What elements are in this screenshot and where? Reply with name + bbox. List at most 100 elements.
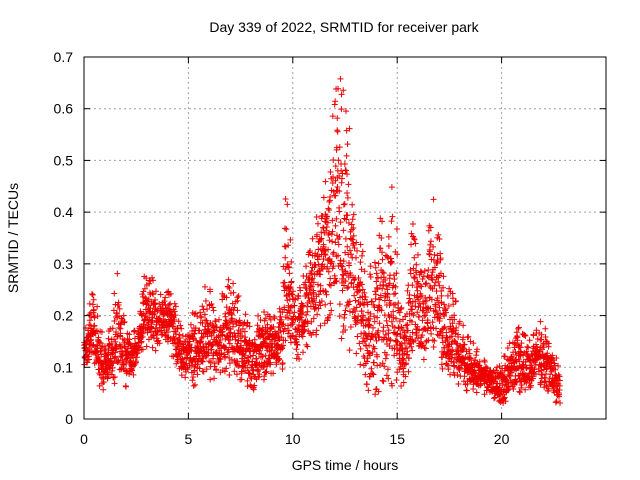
data-point: [428, 330, 435, 337]
data-point: [515, 325, 522, 332]
data-point: [234, 297, 241, 304]
data-point: [420, 356, 427, 363]
data-point: [386, 280, 393, 287]
data-point: [285, 264, 292, 271]
data-point: [307, 270, 314, 277]
data-point: [424, 272, 431, 279]
data-point: [250, 385, 257, 392]
data-point: [379, 269, 386, 276]
data-point: [336, 144, 343, 151]
data-point: [397, 305, 404, 312]
data-point: [91, 360, 98, 367]
data-point: [430, 196, 437, 203]
data-point: [149, 290, 156, 297]
data-point: [244, 320, 251, 327]
data-point: [553, 354, 560, 361]
data-point: [266, 313, 273, 320]
data-point: [133, 354, 140, 361]
data-point: [347, 324, 354, 331]
data-point: [416, 327, 423, 334]
data-point: [525, 344, 532, 351]
data-point: [344, 243, 351, 250]
data-point: [307, 282, 314, 289]
data-point: [189, 377, 196, 384]
data-point: [234, 307, 241, 314]
data-point: [94, 349, 101, 356]
data-point: [434, 331, 441, 338]
data-point: [374, 314, 381, 321]
data-point: [333, 215, 340, 222]
data-point: [365, 309, 372, 316]
data-point: [207, 376, 214, 383]
data-point: [461, 373, 468, 380]
data-point: [341, 200, 348, 207]
data-point: [176, 351, 183, 358]
data-point: [297, 287, 304, 294]
data-point: [429, 319, 436, 326]
data-point: [494, 364, 501, 371]
data-point: [317, 282, 324, 289]
data-point: [336, 301, 343, 308]
data-point: [225, 283, 232, 290]
data-point: [88, 291, 95, 298]
data-point: [147, 277, 154, 284]
data-point: [350, 232, 357, 239]
data-point: [100, 386, 107, 393]
data-point: [395, 300, 402, 307]
data-point: [165, 329, 172, 336]
data-point: [418, 269, 425, 276]
data-point: [521, 332, 528, 339]
data-point: [467, 355, 474, 362]
data-point: [338, 262, 345, 269]
data-point: [388, 258, 395, 265]
data-point: [268, 344, 275, 351]
data-point: [123, 383, 130, 390]
data-point: [384, 322, 391, 329]
data-point: [419, 317, 426, 324]
data-point: [424, 317, 431, 324]
data-point: [424, 304, 431, 311]
data-point: [370, 371, 377, 378]
data-point: [190, 373, 197, 380]
data-point: [392, 301, 399, 308]
data-point: [412, 274, 419, 281]
data-point: [416, 313, 423, 320]
data-point: [318, 229, 325, 236]
data-point: [415, 335, 422, 342]
x-tick-label: 15: [389, 431, 405, 447]
data-point: [312, 262, 319, 269]
data-point: [288, 278, 295, 285]
data-point: [96, 339, 103, 346]
data-point: [325, 246, 332, 253]
data-point: [121, 318, 128, 325]
data-point: [349, 236, 356, 243]
data-point: [477, 382, 484, 389]
data-point: [409, 306, 416, 313]
data-point: [437, 310, 444, 317]
data-point: [290, 332, 297, 339]
data-point: [332, 239, 339, 246]
data-point: [191, 367, 198, 374]
data-point: [460, 322, 467, 329]
data-point: [289, 291, 296, 298]
data-point: [231, 332, 238, 339]
data-point: [357, 259, 364, 266]
x-tick-label: 10: [285, 431, 301, 447]
data-point: [332, 192, 339, 199]
data-point: [423, 297, 430, 304]
data-point: [217, 356, 224, 363]
data-point: [202, 317, 209, 324]
data-point: [109, 325, 116, 332]
data-point: [414, 287, 421, 294]
data-point: [413, 261, 420, 268]
data-point: [415, 296, 422, 303]
data-point: [411, 254, 418, 261]
data-point: [514, 378, 521, 385]
data-point: [372, 291, 379, 298]
data-point: [327, 300, 334, 307]
data-point: [436, 236, 443, 243]
x-tick-label: 20: [494, 431, 510, 447]
data-point: [474, 346, 481, 353]
data-point: [111, 380, 118, 387]
data-point: [241, 328, 248, 335]
